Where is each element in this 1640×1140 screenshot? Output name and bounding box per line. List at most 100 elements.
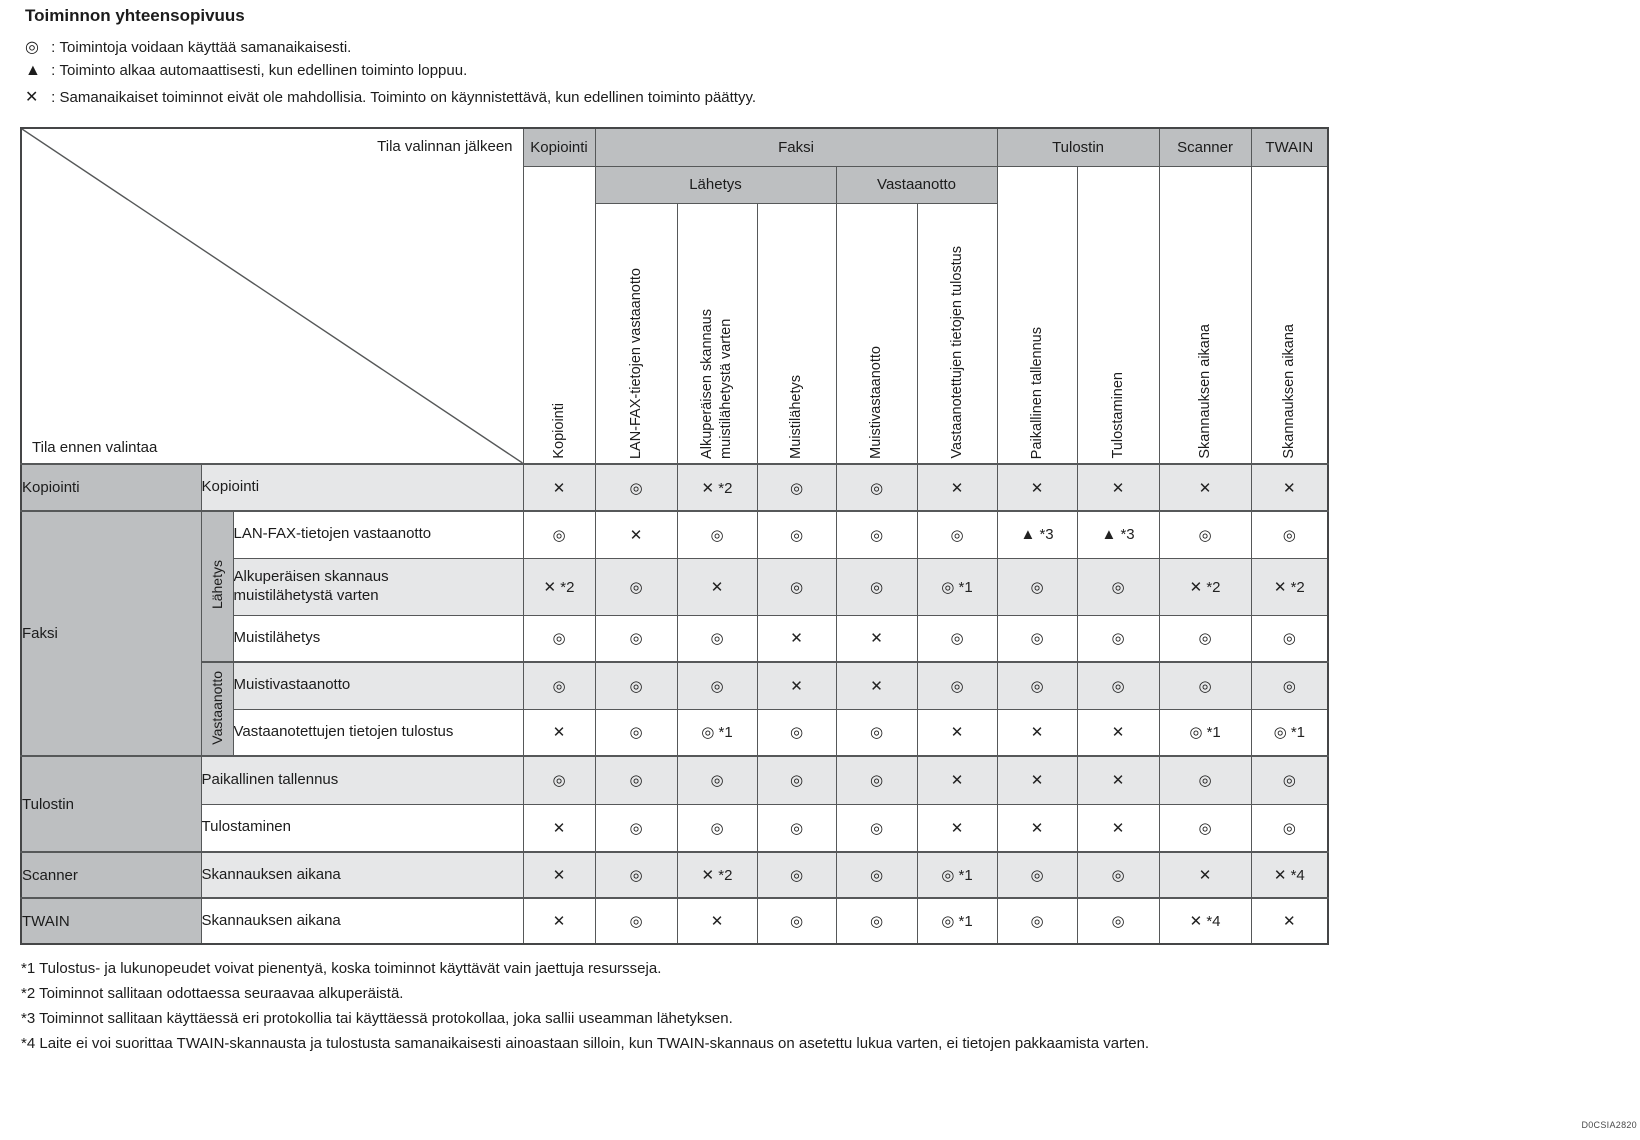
matrix-cell: ◎: [522, 661, 596, 710]
matrix-cell: ✕: [1250, 897, 1329, 945]
row-subgroup-vastaanotto: Vastaanotto: [200, 661, 234, 757]
mode-before-selection-label: Tila ennen valintaa: [32, 439, 158, 456]
matrix-cell: ◎: [1158, 661, 1252, 710]
matrix-cell: ◎: [1250, 661, 1329, 710]
col-group-twain: TWAIN: [1250, 127, 1329, 167]
legend-separator: :: [47, 89, 60, 106]
matrix-cell: ◎: [996, 557, 1078, 616]
both-usable-icon: ◎: [25, 39, 39, 56]
row-group-tulostin: Tulostin: [20, 755, 202, 853]
matrix-cell: ◎: [996, 897, 1078, 945]
matrix-cell: ▲ *3: [1076, 510, 1160, 559]
matrix-cell: ◎ *1: [676, 708, 758, 757]
matrix-cell: ✕: [594, 510, 678, 559]
matrix-cell: ✕: [916, 803, 998, 853]
legend-separator: :: [47, 62, 60, 79]
footnote-2: *2 Toiminnot sallitaan odottaessa seuraa…: [21, 985, 404, 1002]
matrix-cell: ✕: [676, 557, 758, 616]
legend-item: ◎ : Toimintoja voidaan käyttää samanaika…: [25, 37, 756, 62]
matrix-cell: ◎: [594, 557, 678, 616]
matrix-cell: ◎: [1158, 755, 1252, 805]
matrix-cell: ✕: [1250, 463, 1329, 512]
matrix-cell: ◎: [1250, 614, 1329, 663]
matrix-cell: ◎: [996, 851, 1078, 899]
matrix-cell: ◎: [835, 803, 918, 853]
matrix-cell: ◎: [756, 557, 837, 616]
matrix-cell: ✕: [522, 897, 596, 945]
matrix-cell: ✕ *2: [522, 557, 596, 616]
row-label: Kopiointi: [200, 463, 524, 512]
matrix-cell: ◎: [594, 851, 678, 899]
col-label-skannauksen-aikana-twain: Skannauksen aikana: [1250, 165, 1329, 465]
matrix-cell: ✕: [835, 661, 918, 710]
matrix-cell: ◎: [756, 851, 837, 899]
matrix-cell: ✕ *4: [1158, 897, 1252, 945]
matrix-cell: ◎: [594, 803, 678, 853]
matrix-cell: ◎: [835, 557, 918, 616]
matrix-cell: ✕: [1158, 851, 1252, 899]
matrix-cell: ◎: [1250, 803, 1329, 853]
matrix-cell: ◎: [1250, 510, 1329, 559]
sub-group-vastaanotto: Vastaanotto: [835, 165, 998, 204]
matrix-cell: ◎: [756, 897, 837, 945]
matrix-cell: ◎: [835, 897, 918, 945]
row-label: Alkuperäisen skannaus muistilähetystä va…: [232, 557, 524, 616]
matrix-cell: ◎: [996, 661, 1078, 710]
col-label-muistivastaanotto: Muistivastaanotto: [835, 202, 918, 465]
matrix-cell: ◎: [1076, 661, 1160, 710]
matrix-cell: ◎: [676, 510, 758, 559]
col-group-kopiointi: Kopiointi: [522, 127, 596, 167]
matrix-cell: ◎ *1: [1158, 708, 1252, 757]
matrix-cell: ✕: [835, 614, 918, 663]
legend-text: Toiminto alkaa automaattisesti, kun edel…: [59, 62, 468, 79]
matrix-cell: ◎: [756, 803, 837, 853]
col-group-scanner: Scanner: [1158, 127, 1252, 167]
matrix-cell: ✕ *2: [1158, 557, 1252, 616]
col-label-lan-fax: LAN-FAX-tietojen vastaanotto: [594, 202, 678, 465]
col-label-vastaanotettujen-tulostus: Vastaanotettujen tietojen tulostus: [916, 202, 998, 465]
legend-item: ✕ : Samanaikaiset toiminnot eivät ole ma…: [25, 87, 756, 112]
footnotes: *1 Tulostus- ja lukunopeudet voivat pien…: [21, 956, 1149, 1056]
matrix-cell: ✕: [1076, 803, 1160, 853]
matrix-cell: ▲ *3: [996, 510, 1078, 559]
matrix-cell: ◎: [594, 661, 678, 710]
matrix-cell: ◎: [916, 510, 998, 559]
matrix-cell: ✕: [916, 708, 998, 757]
col-label-alkuperaisen-skannaus: Alkuperäisen skannaus muistilähetystä va…: [676, 202, 758, 465]
auto-start-icon: ▲: [25, 62, 41, 79]
row-group-twain: TWAIN: [20, 897, 202, 945]
doc-code: D0CSIA2820: [1581, 1120, 1637, 1130]
matrix-cell: ◎: [676, 614, 758, 663]
row-group-faksi: Faksi: [20, 510, 202, 757]
matrix-cell: ✕: [522, 803, 596, 853]
row-label: Vastaanotettujen tietojen tulostus: [232, 708, 524, 757]
col-label-skannauksen-aikana-scanner: Skannauksen aikana: [1158, 165, 1252, 465]
matrix-cell: ◎: [1076, 557, 1160, 616]
compatibility-table: Tila valinnan jälkeen Tila ennen valinta…: [20, 127, 1330, 945]
matrix-cell: ✕: [916, 463, 998, 512]
matrix-cell: ◎: [916, 614, 998, 663]
matrix-cell: ◎: [522, 755, 596, 805]
matrix-cell: ◎: [835, 708, 918, 757]
row-label: Skannauksen aikana: [200, 851, 524, 899]
matrix-cell: ◎: [522, 510, 596, 559]
matrix-cell: ◎: [676, 803, 758, 853]
matrix-cell: ◎: [1076, 851, 1160, 899]
row-label: Muistivastaanotto: [232, 661, 524, 710]
matrix-cell: ✕ *2: [1250, 557, 1329, 616]
matrix-cell: ◎ *1: [1250, 708, 1329, 757]
matrix-cell: ✕: [1076, 463, 1160, 512]
matrix-cell: ◎: [756, 510, 837, 559]
matrix-cell: ◎: [756, 463, 837, 512]
matrix-cell: ✕ *2: [676, 463, 758, 512]
row-subgroup-lahetys: Lähetys: [200, 510, 234, 663]
row-label: Muistilähetys: [232, 614, 524, 663]
matrix-cell: ◎: [916, 661, 998, 710]
matrix-cell: ◎ *1: [916, 897, 998, 945]
sub-group-lahetys: Lähetys: [594, 165, 837, 204]
matrix-cell: ◎: [594, 463, 678, 512]
col-group-faksi: Faksi: [594, 127, 998, 167]
row-label: Tulostaminen: [200, 803, 524, 853]
row-label: LAN-FAX-tietojen vastaanotto: [232, 510, 524, 559]
